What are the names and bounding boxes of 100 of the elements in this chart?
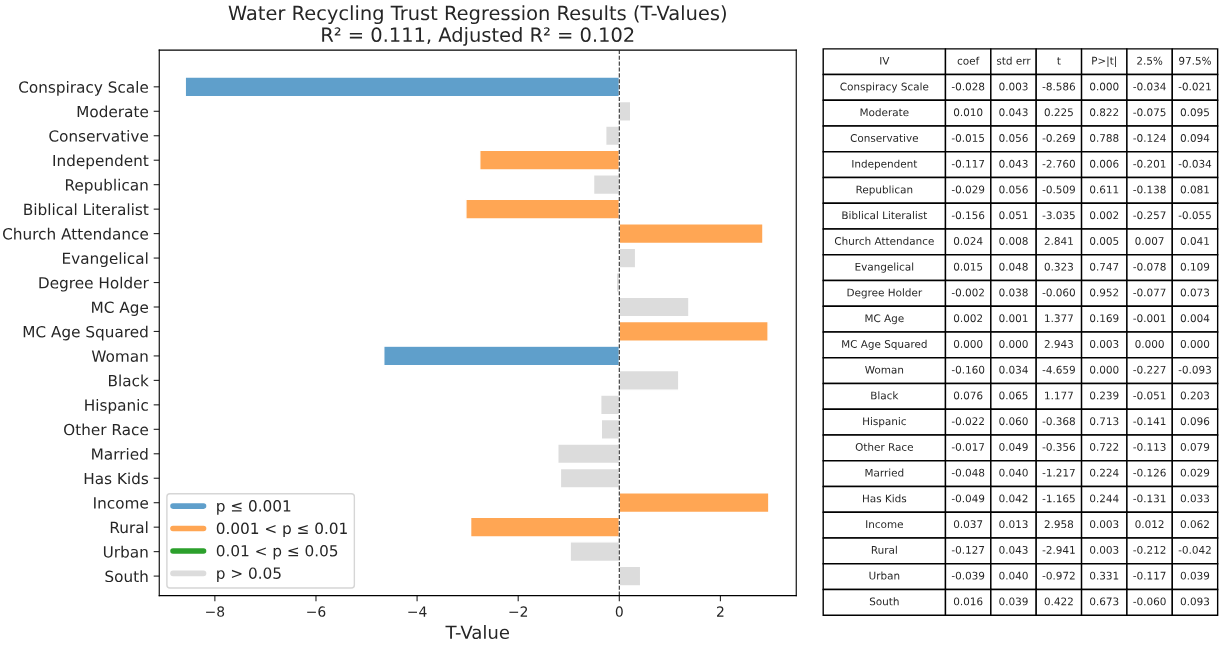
text: -0.055 xyxy=(1178,211,1211,220)
text: 0.331 xyxy=(1090,571,1119,580)
text: 0.073 xyxy=(1180,288,1210,297)
text: 0.065 xyxy=(999,391,1028,400)
text: 0.013 xyxy=(999,520,1028,529)
text: -3.035 xyxy=(1042,211,1075,220)
bar xyxy=(600,394,621,416)
text: -0.075 xyxy=(1133,108,1166,117)
text: Conservative xyxy=(850,133,919,142)
x-axis-title: T-Value xyxy=(445,625,509,640)
text: 0.039 xyxy=(999,597,1028,606)
y-tick-label: Republican xyxy=(65,178,148,194)
text: -0.126 xyxy=(1133,468,1166,477)
chart-title: Water Recycling Trust Regression Results (T-Values) R² = 0.111, Adjusted R² = 0.102 xyxy=(228,5,726,46)
text: Married xyxy=(865,468,904,477)
y-tick-label: MC Age Squared xyxy=(23,325,148,341)
text: -0.077 xyxy=(1133,288,1166,297)
text: South xyxy=(869,597,899,606)
bar xyxy=(184,76,621,98)
text: -0.156 xyxy=(951,211,985,220)
text: 0.056 xyxy=(999,185,1028,194)
text: 0.024 xyxy=(953,237,983,245)
text: -0.160 xyxy=(951,365,985,374)
text: 0.093 xyxy=(1180,597,1210,606)
x-tick-label: 0 xyxy=(615,606,623,617)
text: -0.117 xyxy=(951,159,985,168)
y-tick-label: Other Race xyxy=(64,423,149,436)
text: 0.003 xyxy=(1090,520,1119,529)
y-tick-label: South xyxy=(105,570,148,583)
text: 0.016 xyxy=(953,597,983,606)
bar xyxy=(600,418,621,440)
x-tick-label: −6 xyxy=(307,606,326,617)
bar xyxy=(557,443,621,465)
text: 0.079 xyxy=(1180,443,1210,451)
legend-label: 0.01 < p ≤ 0.05 xyxy=(216,544,338,560)
text: -0.212 xyxy=(1133,545,1166,554)
category-label: coef xyxy=(957,56,980,65)
bar xyxy=(618,296,690,318)
text: 0.056 xyxy=(999,134,1028,142)
text: Independent xyxy=(852,159,918,170)
text: 0.000 xyxy=(953,340,983,348)
text: -0.049 xyxy=(951,494,985,503)
text: 0.005 xyxy=(1090,237,1119,245)
bar xyxy=(569,541,621,563)
text: 0.010 xyxy=(953,108,983,117)
y-tick-label: Church Attendance xyxy=(2,227,149,240)
text: Moderate xyxy=(860,108,909,117)
bar xyxy=(618,369,680,391)
text: -0.039 xyxy=(951,571,985,580)
text: -0.509 xyxy=(1042,185,1075,194)
text: 0.006 xyxy=(1090,159,1119,168)
text: 0.722 xyxy=(1090,443,1119,451)
text: 0.040 xyxy=(999,571,1028,580)
text: 0.673 xyxy=(1090,597,1119,606)
text: 0.040 xyxy=(999,468,1028,477)
text: -1.165 xyxy=(1042,494,1075,503)
text: 0.000 xyxy=(999,340,1028,348)
category-label: t xyxy=(1057,57,1061,65)
y-tick-label: Hispanic xyxy=(85,399,148,414)
text: MC Age xyxy=(865,314,904,325)
text: 0.033 xyxy=(1180,494,1210,503)
y-tick-label: Income xyxy=(94,497,149,509)
y-tick-label: Conservative xyxy=(49,129,149,142)
text: -0.002 xyxy=(951,288,984,297)
x-tick-label: −8 xyxy=(206,606,225,617)
bar xyxy=(618,223,764,245)
text: 0.003 xyxy=(999,82,1028,91)
category-label: std err xyxy=(996,56,1031,65)
text: 0.747 xyxy=(1090,262,1119,271)
text: Church Attendance xyxy=(834,236,934,245)
bar xyxy=(618,320,769,342)
text: Conspiracy Scale xyxy=(840,82,929,93)
text: 0.323 xyxy=(1044,262,1073,271)
text: 0.000 xyxy=(1090,82,1119,91)
text: 0.049 xyxy=(999,443,1028,451)
text: -0.022 xyxy=(951,417,984,426)
bar xyxy=(465,198,621,220)
bar xyxy=(605,125,621,147)
text: 2.958 xyxy=(1044,520,1074,529)
y-tick-label: Degree Holder xyxy=(39,276,149,292)
text: -0.124 xyxy=(1133,134,1166,142)
text: 0.060 xyxy=(999,417,1028,426)
y-tick-label: Urban xyxy=(103,545,148,558)
text: 0.003 xyxy=(1090,340,1119,348)
category-label: P>|t| xyxy=(1092,56,1116,67)
text: -0.972 xyxy=(1042,571,1075,580)
text: 0.094 xyxy=(1180,134,1210,142)
y-tick-label: Biblical Literalist xyxy=(24,203,149,216)
bar xyxy=(618,492,770,514)
text: 0.076 xyxy=(953,391,983,400)
x-tick-label: −2 xyxy=(509,606,528,617)
text: -0.028 xyxy=(951,82,985,91)
text: Biblical Literalist xyxy=(842,211,928,220)
text: 0.042 xyxy=(999,494,1028,503)
bar xyxy=(479,149,621,171)
text: 0.225 xyxy=(1044,108,1073,117)
text: 0.822 xyxy=(1090,108,1119,117)
y-tick-label: Married xyxy=(92,447,148,460)
text: 0.012 xyxy=(1135,520,1164,529)
text: 0.001 xyxy=(999,314,1028,323)
